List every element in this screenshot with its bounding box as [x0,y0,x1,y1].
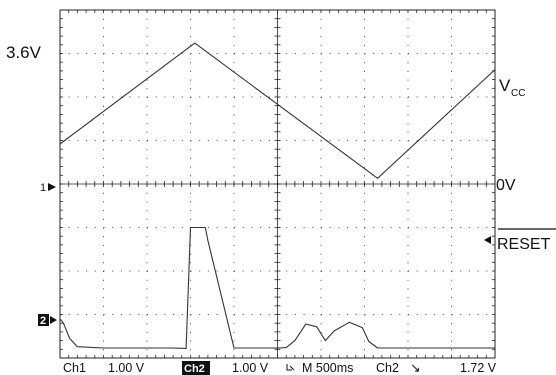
ch1-scale: 1.00 V [108,361,145,375]
svg-text:2: 2 [40,315,46,327]
trigger-level: 1.72 V [460,361,497,375]
ch2-ground-marker: 2 [38,314,57,327]
ch1-marker-arrow-icon [48,183,56,191]
series-line-vcc [59,42,496,179]
ch2-marker-arrow-icon [50,316,57,324]
svg-text:CC: CC [511,88,525,99]
trigger-slope-icon: ↘ [410,361,420,375]
voltage-3-6-label: 3.6V [6,43,42,62]
svg-text:1: 1 [40,182,46,194]
svg-text:V: V [499,76,511,95]
series-line-reset [59,226,495,349]
zero-volt-label: 0V [496,177,516,194]
vcc-label: V CC [499,76,525,99]
ch1-label: Ch1 [63,361,86,375]
grid [59,9,496,359]
timebase-readout: M 500ms [302,361,353,375]
scope-readout: Ch1 1.00 V Ch2 1.00 V M 500ms Ch2 ↘ 1.72… [63,361,497,375]
trigger-channel: Ch2 [376,361,399,375]
reset-arrow-icon [484,236,491,244]
trigger-position-icon [286,364,295,371]
ch2-scale: 1.00 V [232,361,269,375]
ch1-ground-marker: 1 [40,182,56,194]
plot-frame [59,9,496,359]
reset-label: RESET [484,228,556,253]
ch2-label: Ch2 [184,363,205,375]
svg-text:RESET: RESET [497,236,551,253]
trace-layer [59,42,496,349]
